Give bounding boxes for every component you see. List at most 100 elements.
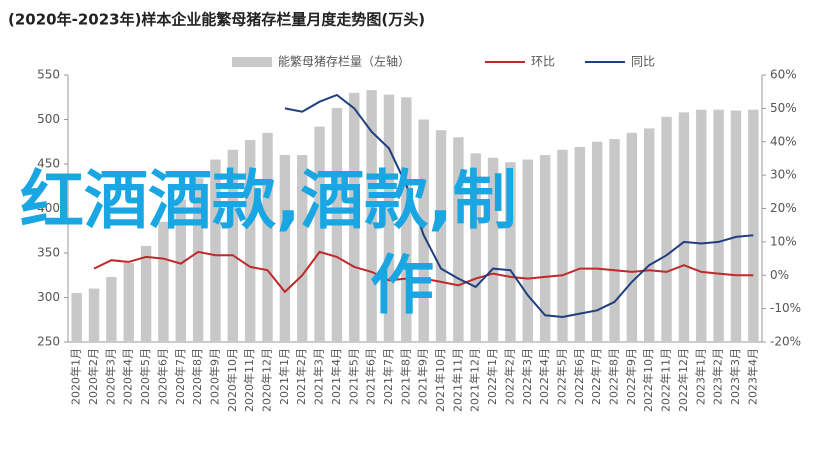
- bar: [730, 110, 742, 342]
- x-tick-label: 2021年12月: [468, 348, 482, 412]
- x-tick-label: 2022年1月: [485, 348, 499, 405]
- y2-tick-label: 50%: [770, 101, 797, 115]
- bar: [696, 109, 707, 343]
- bar: [435, 130, 447, 342]
- y2-tick-label: 30%: [770, 168, 797, 182]
- bar: [626, 132, 638, 342]
- x-tick-label: 2021年2月: [294, 348, 308, 405]
- x-tick-label: 2020年6月: [155, 348, 169, 405]
- x-tick-label: 2023年3月: [728, 348, 742, 405]
- x-tick-label: 2022年7月: [589, 348, 603, 405]
- y-tick-label: 250: [37, 335, 60, 349]
- chart-title: (2020年-2023年)样本企业能繁母猪存栏量月度走势图(万头): [8, 11, 425, 29]
- x-tick-label: 2021年1月: [277, 348, 291, 405]
- bar: [297, 155, 308, 342]
- x-tick-label: 2021年5月: [346, 348, 360, 405]
- bar: [591, 141, 603, 342]
- bar: [401, 97, 412, 342]
- bar: [644, 128, 655, 342]
- legend-label: 同比: [631, 55, 655, 69]
- x-tick-label: 2021年6月: [364, 348, 378, 405]
- y2-tick-label: 40%: [770, 134, 797, 148]
- x-tick-label: 2022年9月: [624, 348, 638, 405]
- bar: [106, 277, 117, 342]
- y-tick-label: 450: [37, 157, 60, 171]
- x-tick-label: 2020年5月: [138, 348, 152, 405]
- bar: [383, 94, 395, 342]
- x-tick-label: 2021年9月: [416, 348, 430, 405]
- bar: [279, 155, 291, 342]
- x-tick-label: 2022年8月: [607, 348, 621, 405]
- bar: [227, 149, 239, 342]
- x-tick-label: 2020年4月: [121, 348, 135, 405]
- legend-label: 能繁母猪存栏量（左轴）: [278, 54, 410, 69]
- x-tick-label: 2020年8月: [190, 348, 204, 405]
- bar: [505, 162, 516, 342]
- y-tick-label: 400: [37, 201, 60, 215]
- bar: [88, 288, 100, 342]
- bar: [539, 155, 551, 342]
- x-tick-label: 2023年1月: [693, 348, 707, 405]
- y-tick-label: 300: [37, 290, 60, 304]
- bar: [522, 159, 533, 342]
- bar: [140, 245, 152, 342]
- x-tick-label: 2020年1月: [69, 348, 83, 405]
- bar: [713, 109, 724, 343]
- y2-tick-label: 60%: [770, 68, 797, 82]
- x-tick-label: 2022年11月: [659, 348, 673, 412]
- x-tick-label: 2022年3月: [520, 348, 534, 405]
- x-tick-label: 2022年5月: [554, 348, 568, 405]
- bar: [175, 199, 186, 342]
- bar: [71, 293, 82, 342]
- bar: [366, 90, 377, 342]
- x-tick-label: 2020年10月: [225, 348, 239, 412]
- line-series: [284, 93, 754, 319]
- x-tick-label: 2022年2月: [502, 348, 516, 405]
- watermark: 作: [370, 250, 434, 324]
- y2-tick-label: 0%: [770, 268, 789, 282]
- x-tick-label: 2022年6月: [572, 348, 586, 405]
- x-tick-label: 2022年4月: [537, 348, 551, 405]
- bar: [331, 107, 343, 343]
- y2-tick-label: -20%: [770, 335, 801, 349]
- bar: [574, 147, 586, 342]
- y-tick-label: 350: [37, 246, 60, 260]
- bar: [314, 126, 325, 343]
- x-tick-label: 2021年11月: [450, 348, 464, 412]
- x-tick-label: 2021年8月: [398, 348, 412, 405]
- x-tick-label: 2021年7月: [381, 348, 395, 405]
- bar: [609, 139, 620, 342]
- legend-swatch: [232, 57, 272, 67]
- y2-tick-label: -10%: [770, 301, 801, 315]
- x-tick-label: 2020年9月: [207, 348, 221, 405]
- watermark: 红酒酒款,酒款,制: [20, 165, 517, 239]
- x-tick-label: 2020年2月: [86, 348, 100, 405]
- y-tick-label: 500: [37, 112, 60, 126]
- bar: [349, 92, 360, 342]
- x-tick-label: 2020年7月: [173, 348, 187, 405]
- x-tick-label: 2022年12月: [676, 348, 690, 412]
- bar: [262, 132, 273, 342]
- bar: [192, 178, 204, 342]
- bar: [470, 153, 481, 342]
- bar: [244, 139, 256, 342]
- x-tick-label: 2021年3月: [312, 348, 326, 405]
- bar: [418, 119, 429, 342]
- x-tick-label: 2023年2月: [711, 348, 725, 405]
- y2-tick-label: 20%: [770, 201, 797, 215]
- legend-label: 环比: [531, 55, 555, 69]
- x-tick-label: 2022年10月: [641, 348, 655, 412]
- x-tick-label: 2023年4月: [745, 348, 759, 405]
- bar: [453, 137, 464, 342]
- bar: [748, 109, 759, 343]
- bar: [210, 159, 221, 342]
- y-tick-label: 550: [37, 68, 60, 82]
- x-tick-label: 2021年10月: [433, 348, 447, 412]
- bar: [661, 116, 672, 342]
- y2-tick-label: 10%: [770, 234, 797, 248]
- bar: [557, 149, 568, 342]
- bar: [158, 221, 169, 342]
- x-tick-label: 2020年12月: [260, 348, 274, 412]
- x-tick-label: 2021年4月: [329, 348, 343, 405]
